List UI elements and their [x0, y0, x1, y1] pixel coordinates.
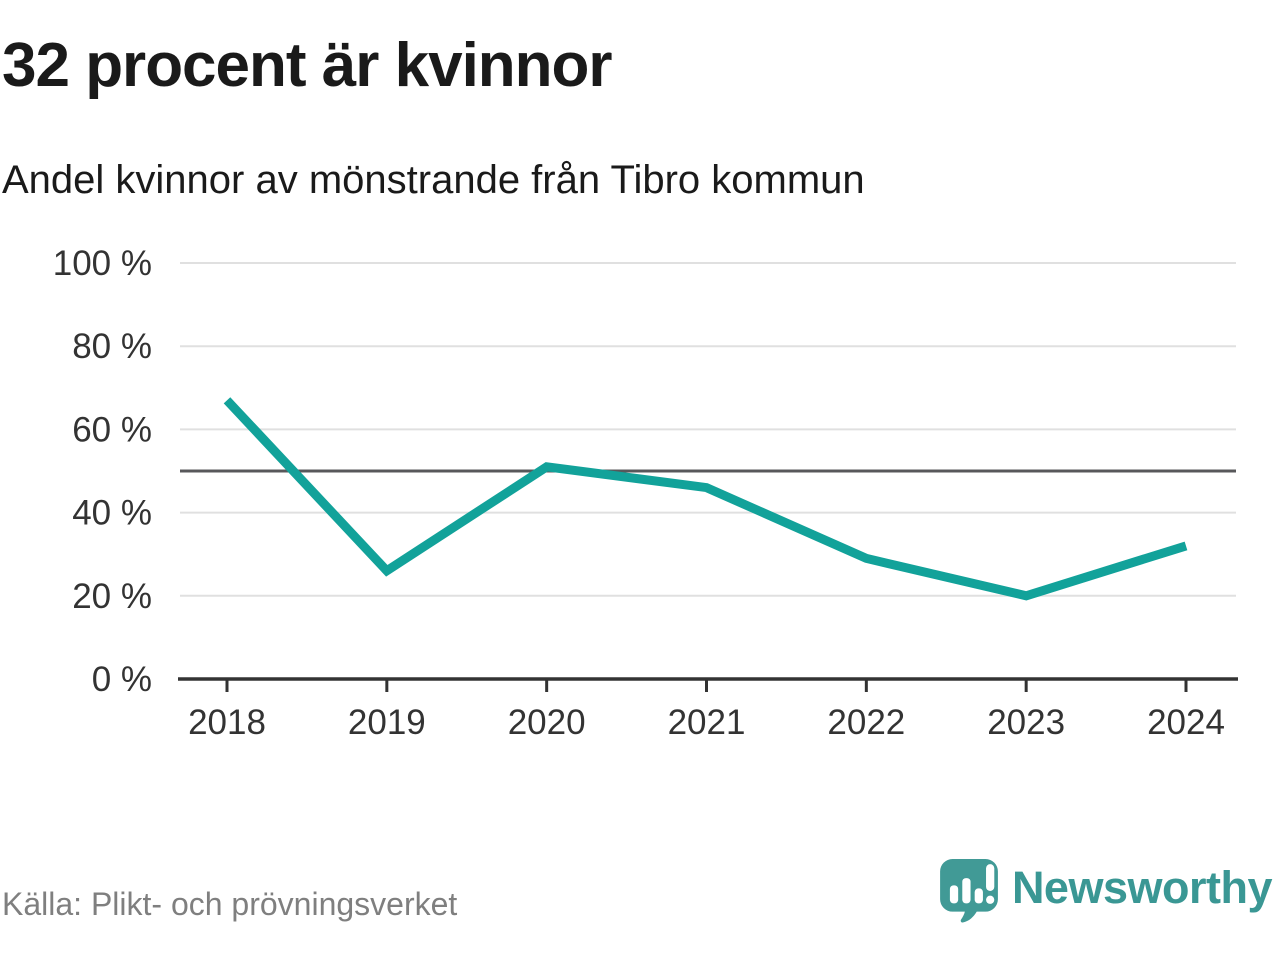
newsworthy-logo: Newsworthy	[940, 852, 1273, 924]
x-tick-label: 2022	[827, 703, 905, 742]
y-tick-label: 60 %	[72, 410, 152, 449]
x-tick-label: 2024	[1147, 703, 1225, 742]
x-tick-label: 2021	[668, 703, 746, 742]
data-line	[223, 397, 1188, 601]
y-tick-label: 40 %	[72, 494, 152, 533]
brand-name: Newsworthy	[1011, 862, 1273, 913]
y-tick-label: 80 %	[72, 327, 152, 366]
y-tick-label: 20 %	[72, 577, 152, 616]
y-tick-label: 100 %	[53, 244, 152, 283]
x-tick-label: 2020	[508, 703, 586, 742]
y-tick-label: 0 %	[92, 660, 152, 699]
x-tick-label: 2023	[987, 703, 1065, 742]
page-title: 32 procent är kvinnor	[2, 31, 613, 100]
newsworthy-logo-icon	[940, 859, 998, 923]
chart-subtitle: Andel kvinnor av mönstrande från Tibro k…	[2, 158, 865, 202]
x-tick-label: 2018	[188, 703, 266, 742]
x-tick-label: 2019	[348, 703, 426, 742]
source-text: Källa: Plikt- och prövningsverket	[2, 886, 458, 922]
